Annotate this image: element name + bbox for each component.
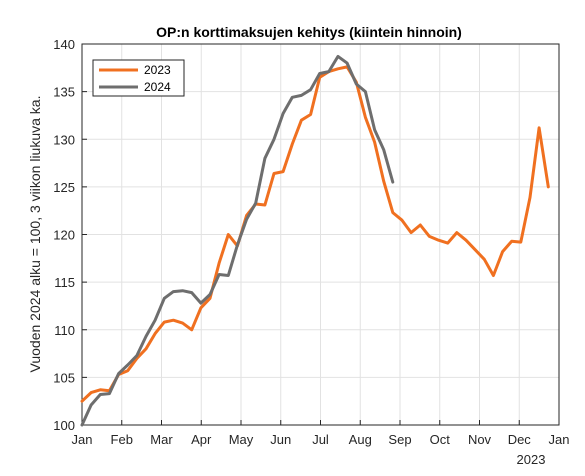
x-tick-label: Nov — [468, 432, 492, 447]
legend-box — [92, 59, 185, 97]
x-tick-label: Dec — [508, 432, 532, 447]
y-tick-label: 115 — [54, 275, 75, 290]
legend-label-2024: 2024 — [144, 80, 171, 94]
x-tick-label: Aug — [349, 432, 372, 447]
chart-title: OP:n korttimaksujen kehitys (kiintein hi… — [156, 24, 462, 40]
grid-layer — [81, 43, 560, 426]
x-axis: Jan Feb Mar Apr May Jun Jul Aug Sep Oct Nov Dec Jan — [72, 420, 570, 447]
legend: 2023 2024 — [92, 59, 185, 97]
y-axis: 100 105 110 115 120 125 130 135 140 — [53, 37, 87, 433]
x-tick-label: Oct — [430, 432, 451, 447]
series-layer — [80, 54, 550, 427]
x-tick-label: May — [229, 432, 254, 447]
x-tick-label: Jan — [549, 432, 570, 447]
y-tick-label: 120 — [53, 228, 75, 243]
x-tick-label: Feb — [111, 432, 133, 447]
x-tick-label: Mar — [150, 432, 173, 447]
series-line-2024 — [80, 54, 395, 427]
y-tick-label: 110 — [54, 323, 75, 338]
y-axis-label: Vuoden 2024 alku = 100, 3 viikon liukuva… — [27, 96, 43, 373]
x-tick-label: Sep — [388, 432, 411, 447]
x-axis-year-label: 2023 — [517, 452, 546, 467]
y-tick-label: 100 — [53, 418, 75, 433]
y-tick-label: 135 — [53, 85, 75, 100]
y-tick-label: 105 — [53, 370, 75, 385]
series-line-2023 — [80, 65, 550, 403]
x-tick-label: Jan — [72, 432, 93, 447]
y-tick-label: 125 — [53, 180, 75, 195]
y-tick-label: 140 — [53, 37, 75, 52]
x-tick-label: Jul — [312, 432, 329, 447]
legend-label-2023: 2023 — [144, 63, 171, 77]
x-tick-label: Jun — [270, 432, 291, 447]
x-tick-label: Apr — [191, 432, 212, 447]
y-tick-label: 130 — [53, 132, 75, 147]
